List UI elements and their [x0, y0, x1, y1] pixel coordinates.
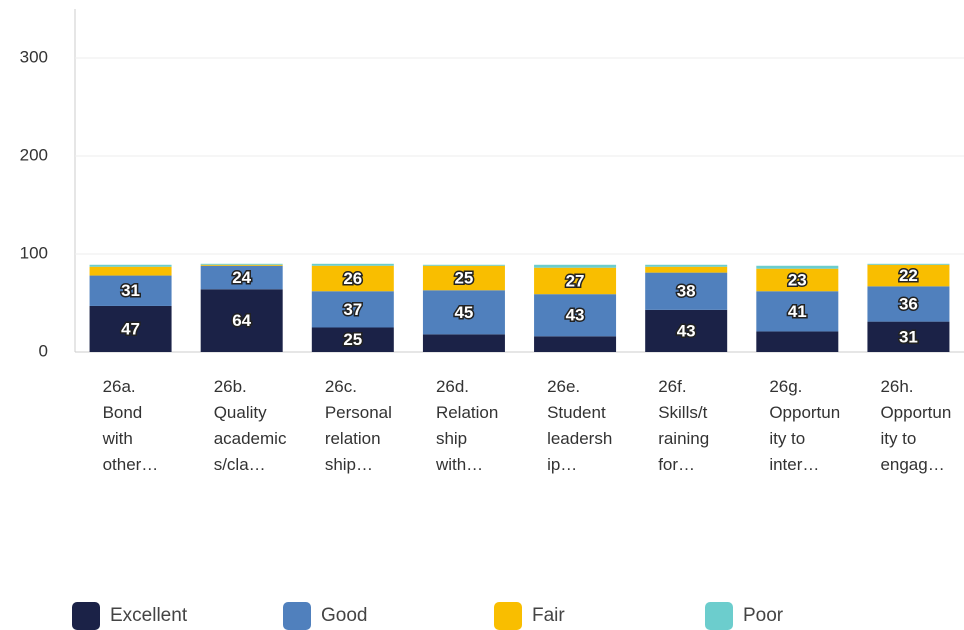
- value-label: 45: [454, 303, 473, 322]
- legend-label: Fair: [532, 605, 565, 626]
- bar-segment: [311, 265, 394, 292]
- bar-segment: [311, 291, 394, 328]
- y-tick-label: 0: [39, 341, 48, 360]
- legend-label: Good: [321, 605, 367, 626]
- value-label: 25: [454, 268, 473, 287]
- bar-segment: [867, 286, 950, 322]
- value-label: 37: [343, 300, 362, 319]
- x-tick-label: 26e. Student leadersh ip…: [547, 377, 613, 474]
- legend-swatch: [283, 602, 311, 630]
- value-label: 43: [677, 321, 696, 340]
- value-label: 24: [232, 268, 251, 287]
- bar-segment: [311, 327, 394, 352]
- bar-segment: [89, 305, 172, 352]
- value-label: 23: [788, 270, 807, 289]
- value-label: 43: [566, 306, 585, 325]
- value-label: 27: [566, 271, 585, 290]
- value-label: 36: [899, 294, 918, 313]
- x-tick-label: 26a. Bond with other…: [102, 377, 159, 474]
- bar-segment: [645, 309, 728, 352]
- value-label: 22: [899, 266, 918, 285]
- x-tick-label: 26f. Skills/t raining for…: [658, 377, 710, 474]
- value-label: 31: [899, 327, 918, 346]
- bar-segment: [200, 265, 283, 290]
- x-tick-label: 26d. Relation ship with…: [435, 377, 499, 474]
- value-label: 31: [121, 281, 140, 300]
- x-tick-label: 26g. Opportun ity to inter…: [769, 377, 841, 474]
- bar-segment: [422, 265, 505, 291]
- legend-swatch: [72, 602, 100, 630]
- bar-segment: [534, 267, 617, 295]
- value-label: 26: [343, 269, 362, 288]
- value-label: 47: [121, 319, 140, 338]
- bar-segment: [311, 263, 394, 266]
- legend-swatch: [494, 602, 522, 630]
- bar-segment: [756, 265, 839, 269]
- bar-segment: [534, 294, 617, 337]
- value-label: 64: [232, 311, 251, 330]
- value-label: 25: [343, 330, 362, 349]
- bar-segment: [867, 321, 950, 352]
- x-tick-label: 26c. Personal relation ship…: [324, 377, 392, 474]
- value-label: 38: [677, 282, 696, 301]
- y-tick-label: 200: [20, 145, 48, 164]
- legend-label: Poor: [743, 605, 784, 626]
- y-tick-label: 100: [20, 243, 48, 262]
- bar-segment: [867, 264, 950, 287]
- bar-segment: [534, 336, 617, 352]
- x-tick-label: 26h. Opportun ity to engag…: [880, 377, 952, 474]
- bar-segment: [89, 266, 172, 276]
- bar-segment: [756, 291, 839, 332]
- bar-segment: [422, 264, 505, 266]
- bar-segment: [422, 290, 505, 335]
- bar-segment: [200, 289, 283, 352]
- y-tick-label: 300: [20, 47, 48, 66]
- bar-segment: [200, 264, 283, 266]
- bar-segment: [867, 263, 950, 265]
- x-tick-label: 26b. Quality academic s/cla…: [213, 377, 287, 474]
- value-label: 41: [788, 302, 807, 321]
- bar-segment: [645, 264, 728, 267]
- bar-segment: [645, 266, 728, 273]
- bar-segment: [89, 264, 172, 267]
- bar-segment: [756, 331, 839, 352]
- legend-swatch: [705, 602, 733, 630]
- bar-segment: [534, 264, 617, 268]
- bar-segment: [645, 272, 728, 310]
- bar-segment: [422, 334, 505, 352]
- bar-segment: [200, 263, 283, 265]
- legend-label: Excellent: [110, 605, 188, 626]
- bar-segment: [89, 275, 172, 306]
- bar-segment: [756, 268, 839, 292]
